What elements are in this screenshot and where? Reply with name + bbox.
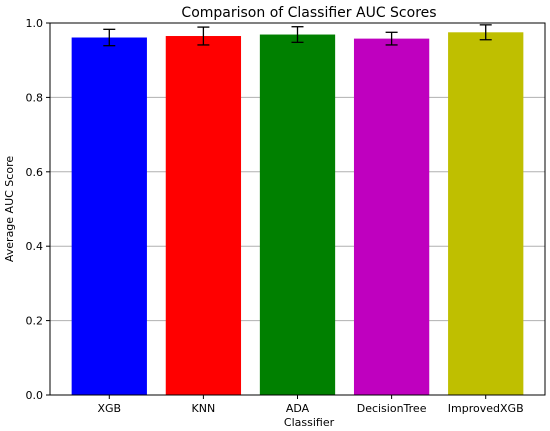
bars — [71, 32, 524, 396]
y-tick-label: 0.8 — [26, 91, 44, 104]
x-tick-label: ADA — [286, 402, 310, 415]
bar-knn — [165, 36, 242, 396]
y-tick-label: 0.4 — [26, 240, 44, 253]
y-tick-label: 0.0 — [26, 389, 44, 402]
bar-improvedxgb — [448, 32, 524, 396]
bar-ada — [259, 34, 336, 395]
x-tick-label: XGB — [97, 402, 121, 415]
chart-title: Comparison of Classifier AUC Scores — [181, 5, 436, 21]
bar-xgb — [71, 37, 147, 396]
bar-decisiontree — [353, 38, 430, 396]
y-tick-label: 0.2 — [26, 315, 44, 328]
x-tick-label: DecisionTree — [357, 402, 427, 415]
error-bars — [103, 24, 492, 47]
x-tick-label: KNN — [192, 402, 216, 415]
y-tick-label: 1.0 — [26, 17, 44, 30]
y-tick-label: 0.6 — [26, 166, 44, 179]
x-axis-ticks: XGB KNN ADA DecisionTree ImprovedXGB — [97, 395, 524, 415]
x-tick-label: ImprovedXGB — [448, 402, 524, 415]
y-axis-ticks: 0.0 0.2 0.4 0.6 0.8 1.0 — [26, 17, 50, 402]
x-axis-label: Classifier — [284, 416, 335, 429]
y-axis-label: Average AUC Score — [3, 156, 16, 262]
